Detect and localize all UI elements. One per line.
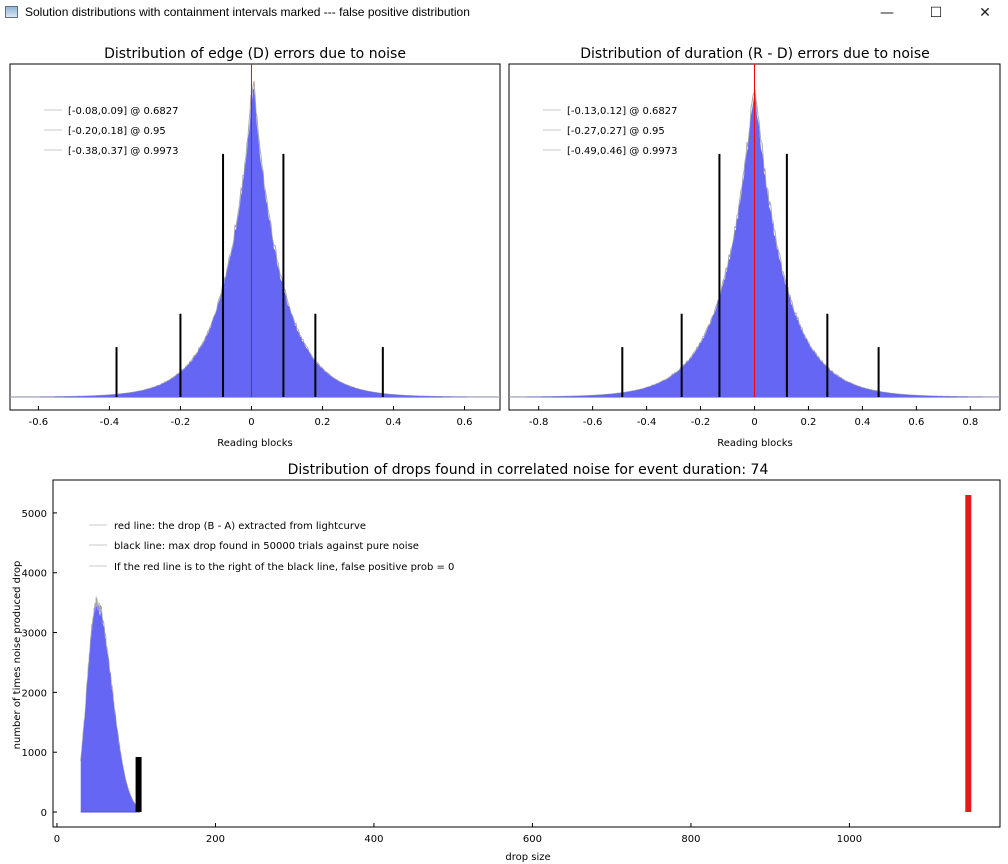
edge-error-chart: Distribution of edge (D) errors due to n… — [9, 46, 501, 449]
histogram-outline — [9, 80, 501, 398]
legend: [-0.08,0.09] @ 0.6827 [-0.20,0.18] @ 0.9… — [44, 106, 178, 157]
y-tick-label: 5000 — [22, 509, 47, 520]
legend-entry: [-0.49,0.46] @ 0.9973 — [567, 146, 677, 157]
plot-area — [9, 64, 501, 398]
x-tick-label: 0.2 — [801, 417, 817, 428]
legend-entry: [-0.13,0.12] @ 0.6827 — [567, 106, 677, 117]
y-tick-label: 0 — [41, 808, 47, 819]
y-tick-label: 3000 — [22, 629, 47, 640]
x-tick-label: 600 — [523, 834, 542, 845]
legend-entry: black line: max drop found in 50000 tria… — [114, 541, 419, 552]
chart-title: Distribution of duration (R - D) errors … — [580, 46, 929, 62]
legend-entry: [-0.27,0.27] @ 0.95 — [567, 126, 665, 137]
close-button[interactable]: ✕ — [979, 5, 991, 21]
x-tick-label: -0.6 — [29, 417, 49, 428]
chart-title: Distribution of edge (D) errors due to n… — [104, 46, 406, 62]
x-tick-label: 0.2 — [315, 417, 331, 428]
minimize-button[interactable]: — — [880, 5, 894, 21]
y-tick-label: 2000 — [22, 688, 47, 699]
plot-frame — [52, 479, 1001, 828]
legend-entry: [-0.20,0.18] @ 0.95 — [68, 126, 166, 137]
legend-entry: [-0.08,0.09] @ 0.6827 — [68, 106, 178, 117]
plot-area — [80, 494, 972, 813]
x-tick-label: 0 — [751, 417, 757, 428]
legend-entry: If the red line is to the right of the b… — [114, 562, 454, 573]
title-bar: Solution distributions with containment … — [0, 0, 1008, 26]
chart-title: Distribution of drops found in correlate… — [288, 462, 769, 478]
histogram — [10, 88, 500, 398]
histogram-outline — [80, 596, 141, 810]
x-axis-ticks: -0.6 -0.4 -0.2 0 0.2 0.4 0.6 — [29, 406, 473, 428]
legend: red line: the drop (B - A) extracted fro… — [89, 521, 454, 573]
x-tick-label: 0.4 — [854, 417, 870, 428]
x-tick-label: 0.4 — [386, 417, 402, 428]
x-tick-label: -0.2 — [171, 417, 191, 428]
drops-chart: Distribution of drops found in correlate… — [12, 462, 1001, 863]
x-tick-label: 1000 — [837, 834, 862, 845]
app-icon — [5, 6, 18, 18]
x-tick-label: 0.8 — [962, 417, 978, 428]
x-axis-ticks: -0.8 -0.6 -0.4 -0.2 0 0.2 0.4 0.6 0.8 — [529, 406, 978, 428]
x-tick-label: 0.6 — [457, 417, 473, 428]
x-tick-label: 200 — [206, 834, 225, 845]
x-tick-label: -0.8 — [529, 417, 549, 428]
x-tick-label: -0.2 — [691, 417, 711, 428]
x-axis-label: Reading blocks — [217, 438, 293, 449]
legend: [-0.13,0.12] @ 0.6827 [-0.27,0.27] @ 0.9… — [543, 106, 677, 157]
y-tick-label: 1000 — [22, 748, 47, 759]
duration-error-chart: Distribution of duration (R - D) errors … — [508, 46, 1001, 449]
legend-entry: red line: the drop (B - A) extracted fro… — [114, 521, 366, 532]
x-axis-label: Reading blocks — [717, 438, 793, 449]
maximize-button[interactable]: ☐ — [929, 5, 943, 21]
window-title: Solution distributions with containment … — [25, 5, 470, 19]
y-tick-label: 4000 — [22, 569, 47, 580]
x-tick-label: 400 — [364, 834, 383, 845]
legend-entry: [-0.38,0.37] @ 0.9973 — [68, 146, 178, 157]
histogram — [80, 602, 141, 813]
x-tick-label: -0.6 — [583, 417, 603, 428]
x-tick-label: 0.6 — [908, 417, 924, 428]
x-tick-label: 0 — [248, 417, 254, 428]
x-axis-label: drop size — [505, 852, 550, 863]
y-axis-ticks: 0 1000 2000 3000 4000 5000 — [22, 509, 57, 819]
x-tick-label: 800 — [681, 834, 700, 845]
y-axis-label: number of times noise produced drop — [12, 561, 23, 750]
plot-area — [508, 64, 1001, 398]
x-axis-ticks: 0 200 400 600 800 1000 — [54, 823, 862, 845]
x-tick-label: -0.4 — [637, 417, 657, 428]
x-tick-label: 0 — [54, 834, 60, 845]
x-tick-label: -0.4 — [100, 417, 120, 428]
